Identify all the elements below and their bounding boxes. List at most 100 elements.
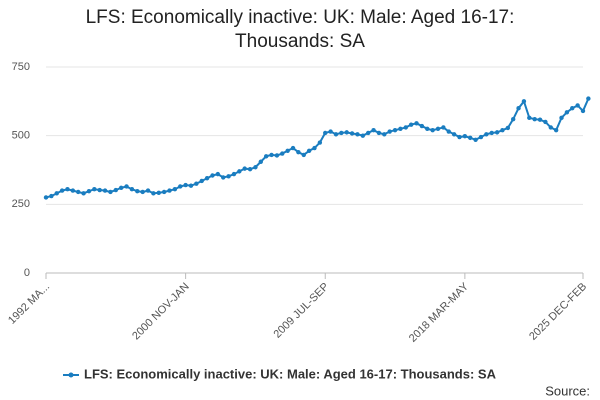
point: [586, 96, 591, 101]
point: [285, 148, 290, 153]
point: [59, 188, 65, 193]
point: [521, 99, 527, 104]
x-tick-label: 2000 NOV-JAN: [130, 281, 192, 343]
point: [167, 188, 172, 193]
point: [392, 127, 398, 133]
point: [306, 148, 312, 153]
point: [108, 189, 113, 195]
chart-title: LFS: Economically inactive: UK: Male: Ag…: [85, 7, 515, 52]
point: [221, 175, 226, 180]
point: [135, 188, 140, 194]
point: [145, 188, 151, 193]
point: [489, 130, 494, 136]
x-tick-label: 2025 DEC-FEB: [527, 281, 589, 343]
point: [339, 130, 344, 136]
point: [161, 189, 167, 195]
point: [54, 191, 59, 196]
point: [387, 129, 392, 134]
point: [532, 116, 537, 122]
point: [360, 133, 366, 138]
point: [403, 125, 408, 130]
point: [575, 103, 580, 108]
point: [49, 193, 54, 199]
point: [65, 187, 70, 192]
point: [527, 115, 532, 121]
point: [188, 183, 194, 188]
point: [43, 195, 49, 200]
legend-marker: [68, 372, 74, 378]
point: [484, 132, 489, 137]
point: [349, 131, 355, 136]
point: [269, 152, 274, 158]
point: [86, 188, 92, 194]
point: [537, 117, 543, 122]
point: [253, 165, 258, 170]
point: [419, 123, 425, 129]
point: [301, 152, 306, 158]
point: [317, 140, 323, 145]
point: [414, 121, 419, 126]
point: [92, 187, 97, 192]
x-tick-label: 1992 MA...: [6, 281, 52, 327]
y-tick-label: 750: [12, 61, 30, 73]
point: [70, 188, 76, 193]
point: [296, 149, 301, 155]
point: [312, 145, 317, 151]
y-tick-label: 500: [12, 130, 30, 142]
point: [398, 126, 403, 131]
point: [355, 132, 360, 137]
point: [441, 125, 446, 130]
series-line: [45, 98, 590, 199]
point: [446, 129, 451, 134]
y-tick-label: 250: [12, 198, 30, 210]
point: [564, 110, 570, 115]
point: [382, 132, 387, 137]
point: [97, 187, 102, 193]
point: [462, 134, 468, 139]
point: [468, 135, 473, 141]
point: [333, 132, 339, 137]
point: [430, 127, 435, 133]
point: [118, 185, 124, 191]
point: [247, 166, 253, 172]
point: [280, 151, 285, 156]
point: [194, 181, 199, 186]
x-tick-label: 2009 JUL-SEP: [271, 281, 331, 341]
point: [263, 154, 269, 159]
point: [231, 171, 237, 177]
point: [328, 129, 333, 134]
point: [156, 190, 161, 195]
point: [478, 134, 484, 140]
point: [516, 106, 521, 111]
point: [500, 127, 505, 133]
point: [76, 189, 81, 195]
point: [425, 126, 430, 131]
point: [151, 191, 156, 196]
y-tick-label: 0: [24, 267, 30, 279]
point: [183, 182, 188, 188]
point: [113, 187, 119, 193]
point: [473, 137, 478, 142]
point: [258, 159, 263, 164]
point: [553, 127, 559, 133]
point: [435, 126, 441, 131]
point: [451, 132, 457, 137]
point: [140, 189, 145, 195]
point: [199, 178, 204, 184]
point: [580, 108, 586, 114]
point: [172, 187, 178, 192]
point: [376, 130, 382, 136]
point: [543, 119, 548, 125]
point: [494, 130, 500, 135]
point: [124, 184, 129, 189]
point: [102, 188, 108, 193]
point: [129, 187, 135, 192]
point: [366, 130, 371, 136]
point: [559, 115, 564, 121]
point: [505, 125, 511, 131]
point: [548, 125, 553, 130]
point: [510, 116, 516, 122]
point: [210, 173, 215, 178]
